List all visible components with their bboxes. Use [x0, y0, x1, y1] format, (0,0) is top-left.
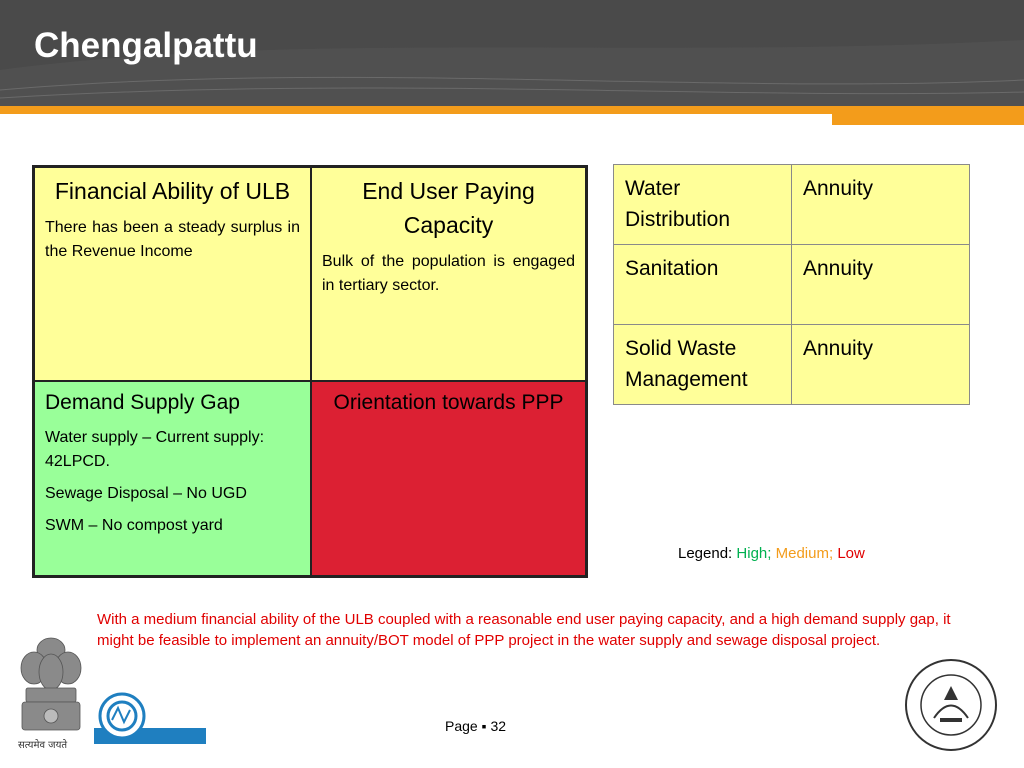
demand-supply-gap-heading: Demand Supply Gap [45, 391, 240, 414]
legend-label: Legend: [678, 545, 733, 562]
partner-logo-icon [94, 692, 206, 744]
financial-ability-cell: Financial Ability of ULB There has been … [34, 167, 311, 381]
slide-title: Chengalpattu [34, 26, 258, 65]
service-cell: Solid Waste Management [613, 324, 792, 405]
accent-bar-step [832, 114, 1024, 125]
end-user-capacity-text: Bulk of the population is engaged in ter… [322, 253, 575, 294]
financial-ability-text: There has been a steady surplus in the R… [45, 219, 300, 260]
demand-supply-line-water: Water supply – Current supply: 42LPCD. [45, 429, 265, 470]
header-swoosh-decoration [0, 40, 1024, 108]
orientation-ppp-heading: Orientation towards PPP [333, 391, 564, 414]
assessment-matrix: Financial Ability of ULB There has been … [32, 165, 588, 578]
model-cell: Annuity [791, 244, 970, 325]
conclusion-note: With a medium financial ability of the U… [97, 611, 951, 649]
accent-bar [0, 106, 1024, 114]
legend: Legend: High; Medium; Low [678, 545, 865, 562]
demand-supply-gap-cell: Demand Supply Gap Water supply – Current… [34, 381, 311, 576]
service-cell: Water Distribution [613, 164, 792, 245]
model-cell: Annuity [791, 324, 970, 405]
end-user-capacity-cell: End User Paying Capacity Bulk of the pop… [311, 167, 586, 381]
model-cell: Annuity [791, 164, 970, 245]
legend-high: High; [736, 545, 772, 562]
demand-supply-line-sewage: Sewage Disposal – No UGD [45, 485, 247, 502]
end-user-capacity-heading: End User Paying Capacity [362, 178, 535, 238]
header-bar: Chengalpattu [0, 0, 1024, 108]
national-emblem-icon [20, 637, 82, 731]
legend-low: Low [837, 545, 865, 562]
service-cell: Sanitation [613, 244, 792, 325]
table-row: Solid Waste Management Annuity [613, 324, 970, 405]
iit-madras-seal-icon [905, 659, 997, 751]
table-row: Sanitation Annuity [613, 244, 970, 325]
financial-ability-heading: Financial Ability of ULB [54, 178, 291, 204]
service-model-table: Water Distribution Annuity Sanitation An… [613, 164, 970, 405]
emblem-caption: सत्यमेव जयते [18, 740, 68, 751]
orientation-ppp-cell: Orientation towards PPP [311, 381, 586, 576]
legend-medium: Medium; [775, 545, 834, 562]
table-row: Water Distribution Annuity [613, 164, 970, 245]
demand-supply-line-swm: SWM – No compost yard [45, 517, 223, 534]
page-number: Page ▪ 32 [445, 718, 507, 734]
